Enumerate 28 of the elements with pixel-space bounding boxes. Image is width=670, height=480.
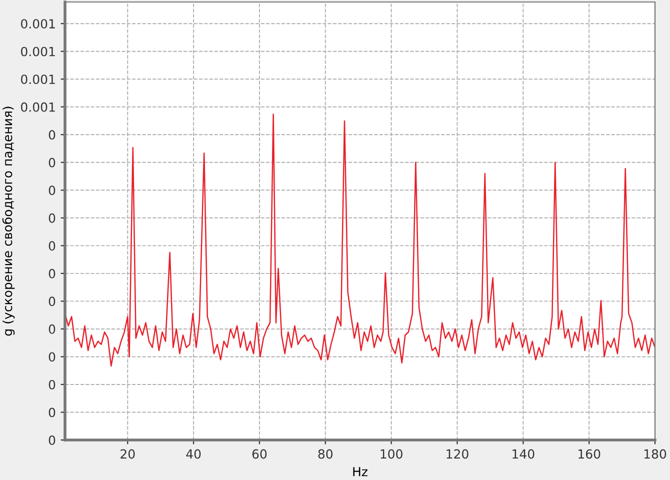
x-tick-label: 160 <box>578 449 600 459</box>
y-tick-label: 0 <box>48 130 56 140</box>
x-tick-label: 60 <box>252 449 267 459</box>
y-tick-label: 0 <box>48 213 56 223</box>
x-tick-label: 80 <box>318 449 333 459</box>
y-tick-label: 0 <box>48 268 56 278</box>
x-tick-label: 120 <box>446 449 468 459</box>
y-tick-label: 0.001 <box>21 46 55 56</box>
y-tick-label: 0 <box>48 380 56 390</box>
y-tick-label: 0 <box>48 324 56 334</box>
x-tick-label: 100 <box>380 449 402 459</box>
x-axis-title: Hz <box>353 467 368 476</box>
y-axis-title: g (ускорение свободного падения) <box>2 106 15 336</box>
y-tick-label: 0 <box>48 186 56 196</box>
y-tick-label: 0 <box>48 158 56 168</box>
line-series <box>65 114 655 367</box>
y-tick-label: 0 <box>48 352 56 362</box>
x-tick-label: 180 <box>644 449 666 459</box>
x-tick-label: 140 <box>512 449 534 459</box>
y-tick-label: 0 <box>48 408 56 418</box>
y-tick-label: 0.001 <box>21 102 55 112</box>
y-tick-label: 0.001 <box>21 19 55 29</box>
y-tick-label: 0 <box>48 241 56 251</box>
x-tick-label: 20 <box>120 449 135 459</box>
y-tick-label: 0 <box>48 296 56 306</box>
x-tick-label: 40 <box>186 449 201 459</box>
y-tick-label: 0.001 <box>21 74 55 84</box>
y-tick-label: 0 <box>48 435 56 445</box>
